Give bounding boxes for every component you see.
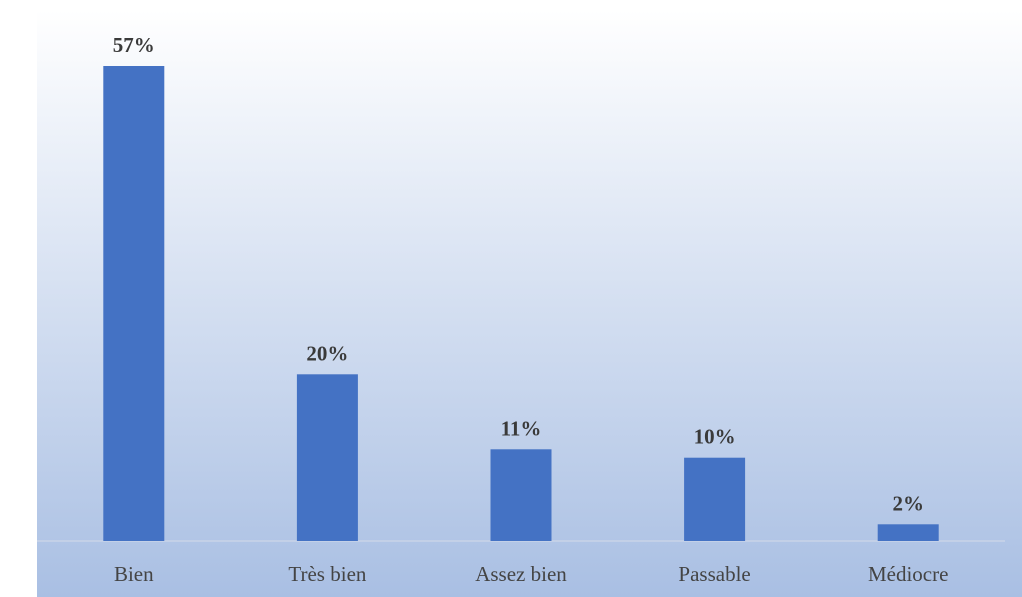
data-label-3: 10% bbox=[694, 425, 736, 449]
value-labels-group: 57% 20% 11% 10% 2% bbox=[113, 33, 924, 515]
data-label-0: 57% bbox=[113, 33, 155, 57]
bar-4 bbox=[877, 524, 939, 541]
x-tick-label-2: Assez bien bbox=[475, 562, 567, 586]
bar-0 bbox=[103, 66, 165, 541]
data-label-1: 20% bbox=[306, 341, 348, 365]
x-tick-label-1: Très bien bbox=[288, 562, 366, 586]
data-label-4: 2% bbox=[892, 491, 924, 515]
bar-3 bbox=[684, 457, 746, 541]
bar-2 bbox=[490, 449, 552, 541]
data-label-2: 11% bbox=[501, 416, 542, 440]
x-tick-label-3: Passable bbox=[678, 562, 750, 586]
x-tick-label-0: Bien bbox=[114, 562, 154, 586]
x-tick-label-4: Médiocre bbox=[868, 562, 948, 586]
bar-1 bbox=[296, 374, 358, 541]
bars-group bbox=[103, 66, 939, 541]
tick-labels-group: Bien Très bien Assez bien Passable Médiocre bbox=[114, 562, 948, 586]
